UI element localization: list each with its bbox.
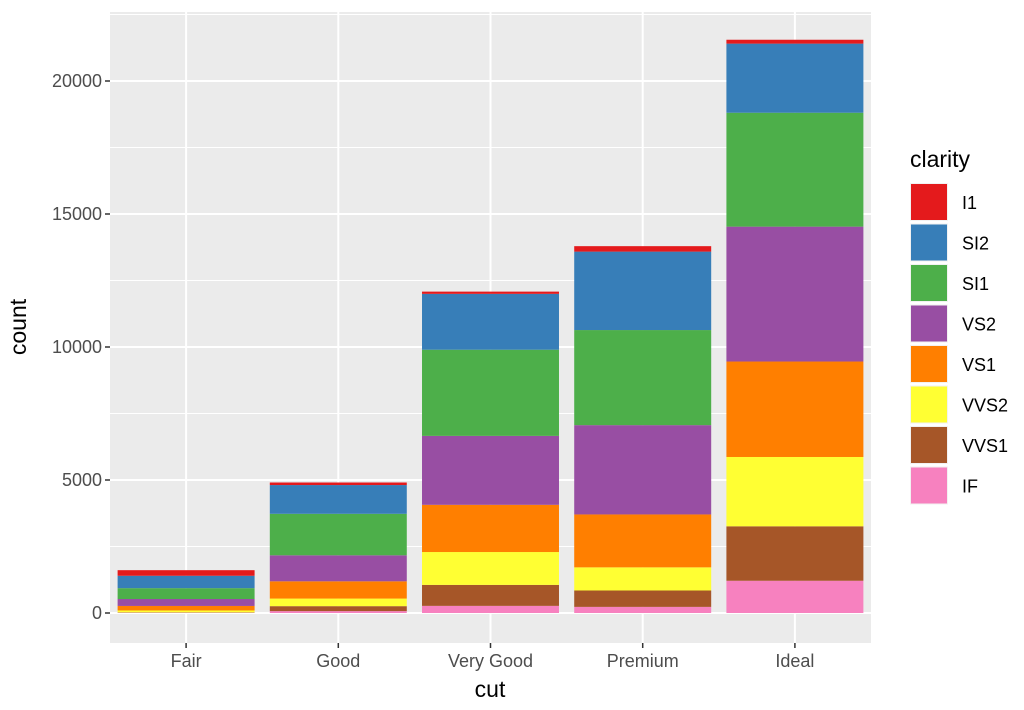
y-tick-label: 0 [92,603,102,623]
x-axis-title: cut [475,676,506,702]
legend-label: VS2 [962,315,996,335]
legend-swatch [911,184,947,220]
bar-segment [422,605,559,613]
bar-segment [422,293,559,350]
bar-segment [117,588,255,600]
bar-segment [422,349,559,436]
legend-label: SI1 [962,274,989,294]
bar-segment [422,291,559,294]
x-axis: Fair Good Very Good Premium Ideal [171,643,814,671]
legend-swatch [911,386,947,423]
bar-segment [422,435,559,505]
bar-segment [422,504,559,553]
bar-segment [574,514,712,568]
bar-segment [422,552,559,585]
x-tick-label: Ideal [775,651,814,671]
bar-segment [574,606,712,613]
legend-label: VVS2 [962,396,1008,416]
bar-segment [574,246,712,252]
legend-swatch [911,305,947,342]
bars [117,39,864,613]
bar-segment [726,526,864,581]
legend-label: VVS1 [962,436,1008,456]
legend-title: clarity [910,146,971,172]
bar-segment [269,606,407,612]
bar-segment [726,580,864,613]
bar-segment [117,570,255,576]
y-tick-label: 5000 [62,470,102,490]
bar-segment [574,330,712,426]
bar-segment [726,361,864,457]
legend-swatch [911,224,947,261]
bar-segment [574,251,712,331]
x-tick-label: Very Good [448,651,533,671]
bar-segment [269,611,407,613]
bar-segment [269,482,407,486]
x-tick-label: Good [316,651,360,671]
bar-segment [726,112,864,227]
legend-swatch [911,265,947,301]
bar-segment [726,43,864,113]
y-tick-label: 20000 [52,71,102,91]
bar-segment [574,567,712,591]
bar-segment [117,599,255,606]
legend-swatch [911,427,947,463]
y-tick-label: 15000 [52,204,102,224]
bar-segment [269,598,407,607]
y-axis: 0 5000 10000 15000 20000 [52,71,110,623]
legend-label: SI2 [962,234,989,254]
legend-label: VS1 [962,355,996,375]
legend: clarity I1 SI2 SI1 VS2 VS1 VVS2 VVS1 IF [910,146,1008,505]
legend-label: I1 [962,193,977,213]
bar-segment [574,425,712,515]
x-tick-label: Premium [607,651,679,671]
legend-swatch [911,467,947,504]
bar-segment [117,610,255,613]
y-axis-title: count [5,298,31,355]
bar-segment [726,226,864,362]
bar-segment [422,584,559,606]
y-tick-label: 10000 [52,337,102,357]
bar-segment [117,575,255,589]
legend-label: IF [962,477,978,497]
bar-segment [269,485,407,514]
legend-swatch [911,346,947,382]
bar-segment [726,456,864,527]
bar-segment [269,555,407,582]
bar-segment [269,581,407,599]
bar-segment [726,39,864,44]
bar-segment [269,513,407,556]
bar-segment [574,590,712,607]
x-tick-label: Fair [171,651,202,671]
bar-segment [117,605,255,611]
